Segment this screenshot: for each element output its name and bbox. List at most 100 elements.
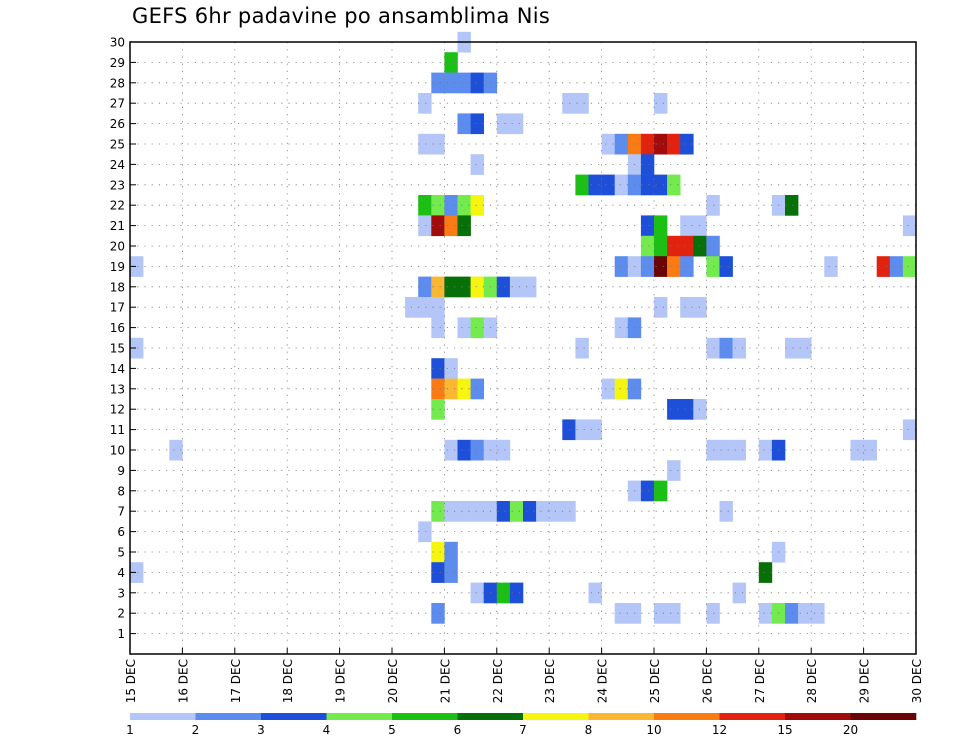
y-tick-label-5: 5 <box>117 546 125 560</box>
cell-m22-40 <box>706 195 720 216</box>
cell-m22-38 <box>457 195 471 216</box>
cell-m15-98 <box>798 337 812 359</box>
x-tick-label-15: 30 DEC <box>910 659 924 703</box>
cell-m26-12 <box>470 113 484 135</box>
x-tick-label-5: 20 DEC <box>386 659 400 703</box>
legend-swatch-8 <box>654 713 720 720</box>
cell-m7-136 <box>470 501 484 522</box>
cell-m21-43 <box>418 215 432 237</box>
cell-m18-74 <box>457 276 471 298</box>
cell-m10-122 <box>706 439 720 461</box>
x-tick-label-13: 28 DEC <box>805 659 819 703</box>
cell-m2-164 <box>706 603 720 624</box>
cell-m17-83 <box>654 297 668 318</box>
cell-m17-81 <box>418 297 432 318</box>
cell-m18-71 <box>418 276 432 298</box>
y-tick-label-15: 15 <box>110 342 125 356</box>
legend-swatch-6 <box>523 713 589 720</box>
cell-m16-86 <box>431 317 445 339</box>
y-tick-label-21: 21 <box>110 219 125 233</box>
y-tick-label-12: 12 <box>110 403 125 417</box>
cell-m28-4 <box>457 72 471 94</box>
cell-m21-48 <box>654 215 668 237</box>
cell-m20-57 <box>706 235 720 257</box>
cell-m13-101 <box>431 378 445 400</box>
cell-m7-143 <box>562 501 576 522</box>
cell-m15-92 <box>130 337 144 359</box>
cell-m25-15 <box>418 133 432 155</box>
cell-m20-54 <box>667 235 681 257</box>
legend-label-4: 4 <box>323 723 331 737</box>
cell-m23-30 <box>614 174 629 196</box>
cell-m22-42 <box>785 195 799 216</box>
cell-m11-114 <box>588 419 602 441</box>
cell-m19-59 <box>614 256 629 277</box>
x-tick-label-12: 27 DEC <box>753 659 767 703</box>
legend-label-5: 5 <box>388 723 396 737</box>
cell-m12-108 <box>431 399 445 420</box>
y-tick-label-4: 4 <box>117 566 125 580</box>
cell-m22-37 <box>444 195 458 216</box>
y-tick-label-19: 19 <box>110 260 125 274</box>
legend-label-8: 8 <box>585 723 593 737</box>
cell-m4-152 <box>758 562 773 583</box>
cell-m19-65 <box>706 256 720 277</box>
y-tick-label-26: 26 <box>110 117 125 131</box>
cell-m21-47 <box>640 215 655 237</box>
y-tick-label-14: 14 <box>110 362 125 376</box>
y-tick-label-17: 17 <box>110 301 125 315</box>
cell-m25-17 <box>601 133 615 155</box>
x-tick-label-7: 22 DEC <box>491 659 505 703</box>
legend-swatch-2 <box>261 713 327 720</box>
cell-m7-141 <box>536 501 550 522</box>
y-tick-label-7: 7 <box>117 505 125 519</box>
y-tick-label-1: 1 <box>117 627 125 641</box>
cell-m13-102 <box>444 378 458 400</box>
cell-m8-132 <box>654 480 668 502</box>
cell-m17-84 <box>680 297 694 318</box>
cell-m19-66 <box>719 256 733 277</box>
cell-m26-11 <box>457 113 471 135</box>
legend-label-7: 7 <box>519 723 527 737</box>
cell-m11-112 <box>562 419 576 441</box>
legend-label-20: 20 <box>843 723 858 737</box>
legend-label-1: 1 <box>126 723 134 737</box>
cell-m16-88 <box>470 317 484 339</box>
cell-m2-162 <box>654 603 668 624</box>
cell-m21-44 <box>431 215 445 237</box>
cell-m24-24 <box>470 154 484 175</box>
cell-m25-22 <box>667 133 681 155</box>
cell-m4-150 <box>431 562 445 583</box>
y-tick-label-28: 28 <box>110 76 125 90</box>
cell-m28-3 <box>444 72 458 94</box>
cell-m28-2 <box>431 72 445 94</box>
cell-m10-128 <box>863 439 877 461</box>
cell-m23-28 <box>588 174 602 196</box>
cell-m28-5 <box>470 72 484 94</box>
cell-m7-144 <box>719 501 733 522</box>
cell-m22-36 <box>431 195 445 216</box>
y-tick-label-24: 24 <box>110 158 125 172</box>
x-tick-label-10: 25 DEC <box>648 659 662 703</box>
cell-m23-32 <box>640 174 655 196</box>
cell-m19-63 <box>667 256 681 277</box>
cell-m2-163 <box>667 603 681 624</box>
cell-m21-49 <box>680 215 694 237</box>
cell-m2-169 <box>811 603 825 624</box>
cell-m19-62 <box>654 256 668 277</box>
cell-m3-157 <box>588 582 602 604</box>
cell-m6-145 <box>418 521 432 543</box>
cell-m15-94 <box>706 337 720 359</box>
y-tick-label-18: 18 <box>110 280 125 294</box>
cell-m23-27 <box>575 174 589 196</box>
legend-label-2: 2 <box>192 723 200 737</box>
cell-m27-9 <box>575 93 589 114</box>
x-tick-label-14: 29 DEC <box>858 659 872 703</box>
x-tick-label-3: 18 DEC <box>281 659 295 703</box>
cell-m13-103 <box>457 378 471 400</box>
x-axis-ticks: 15 DEC 16 DEC 17 DEC 18 DEC 19 DEC 20 DEC 21 D… <box>124 648 924 703</box>
cell-m7-133 <box>431 501 445 522</box>
legend-label-12: 12 <box>712 723 727 737</box>
cell-m24-26 <box>640 154 655 175</box>
